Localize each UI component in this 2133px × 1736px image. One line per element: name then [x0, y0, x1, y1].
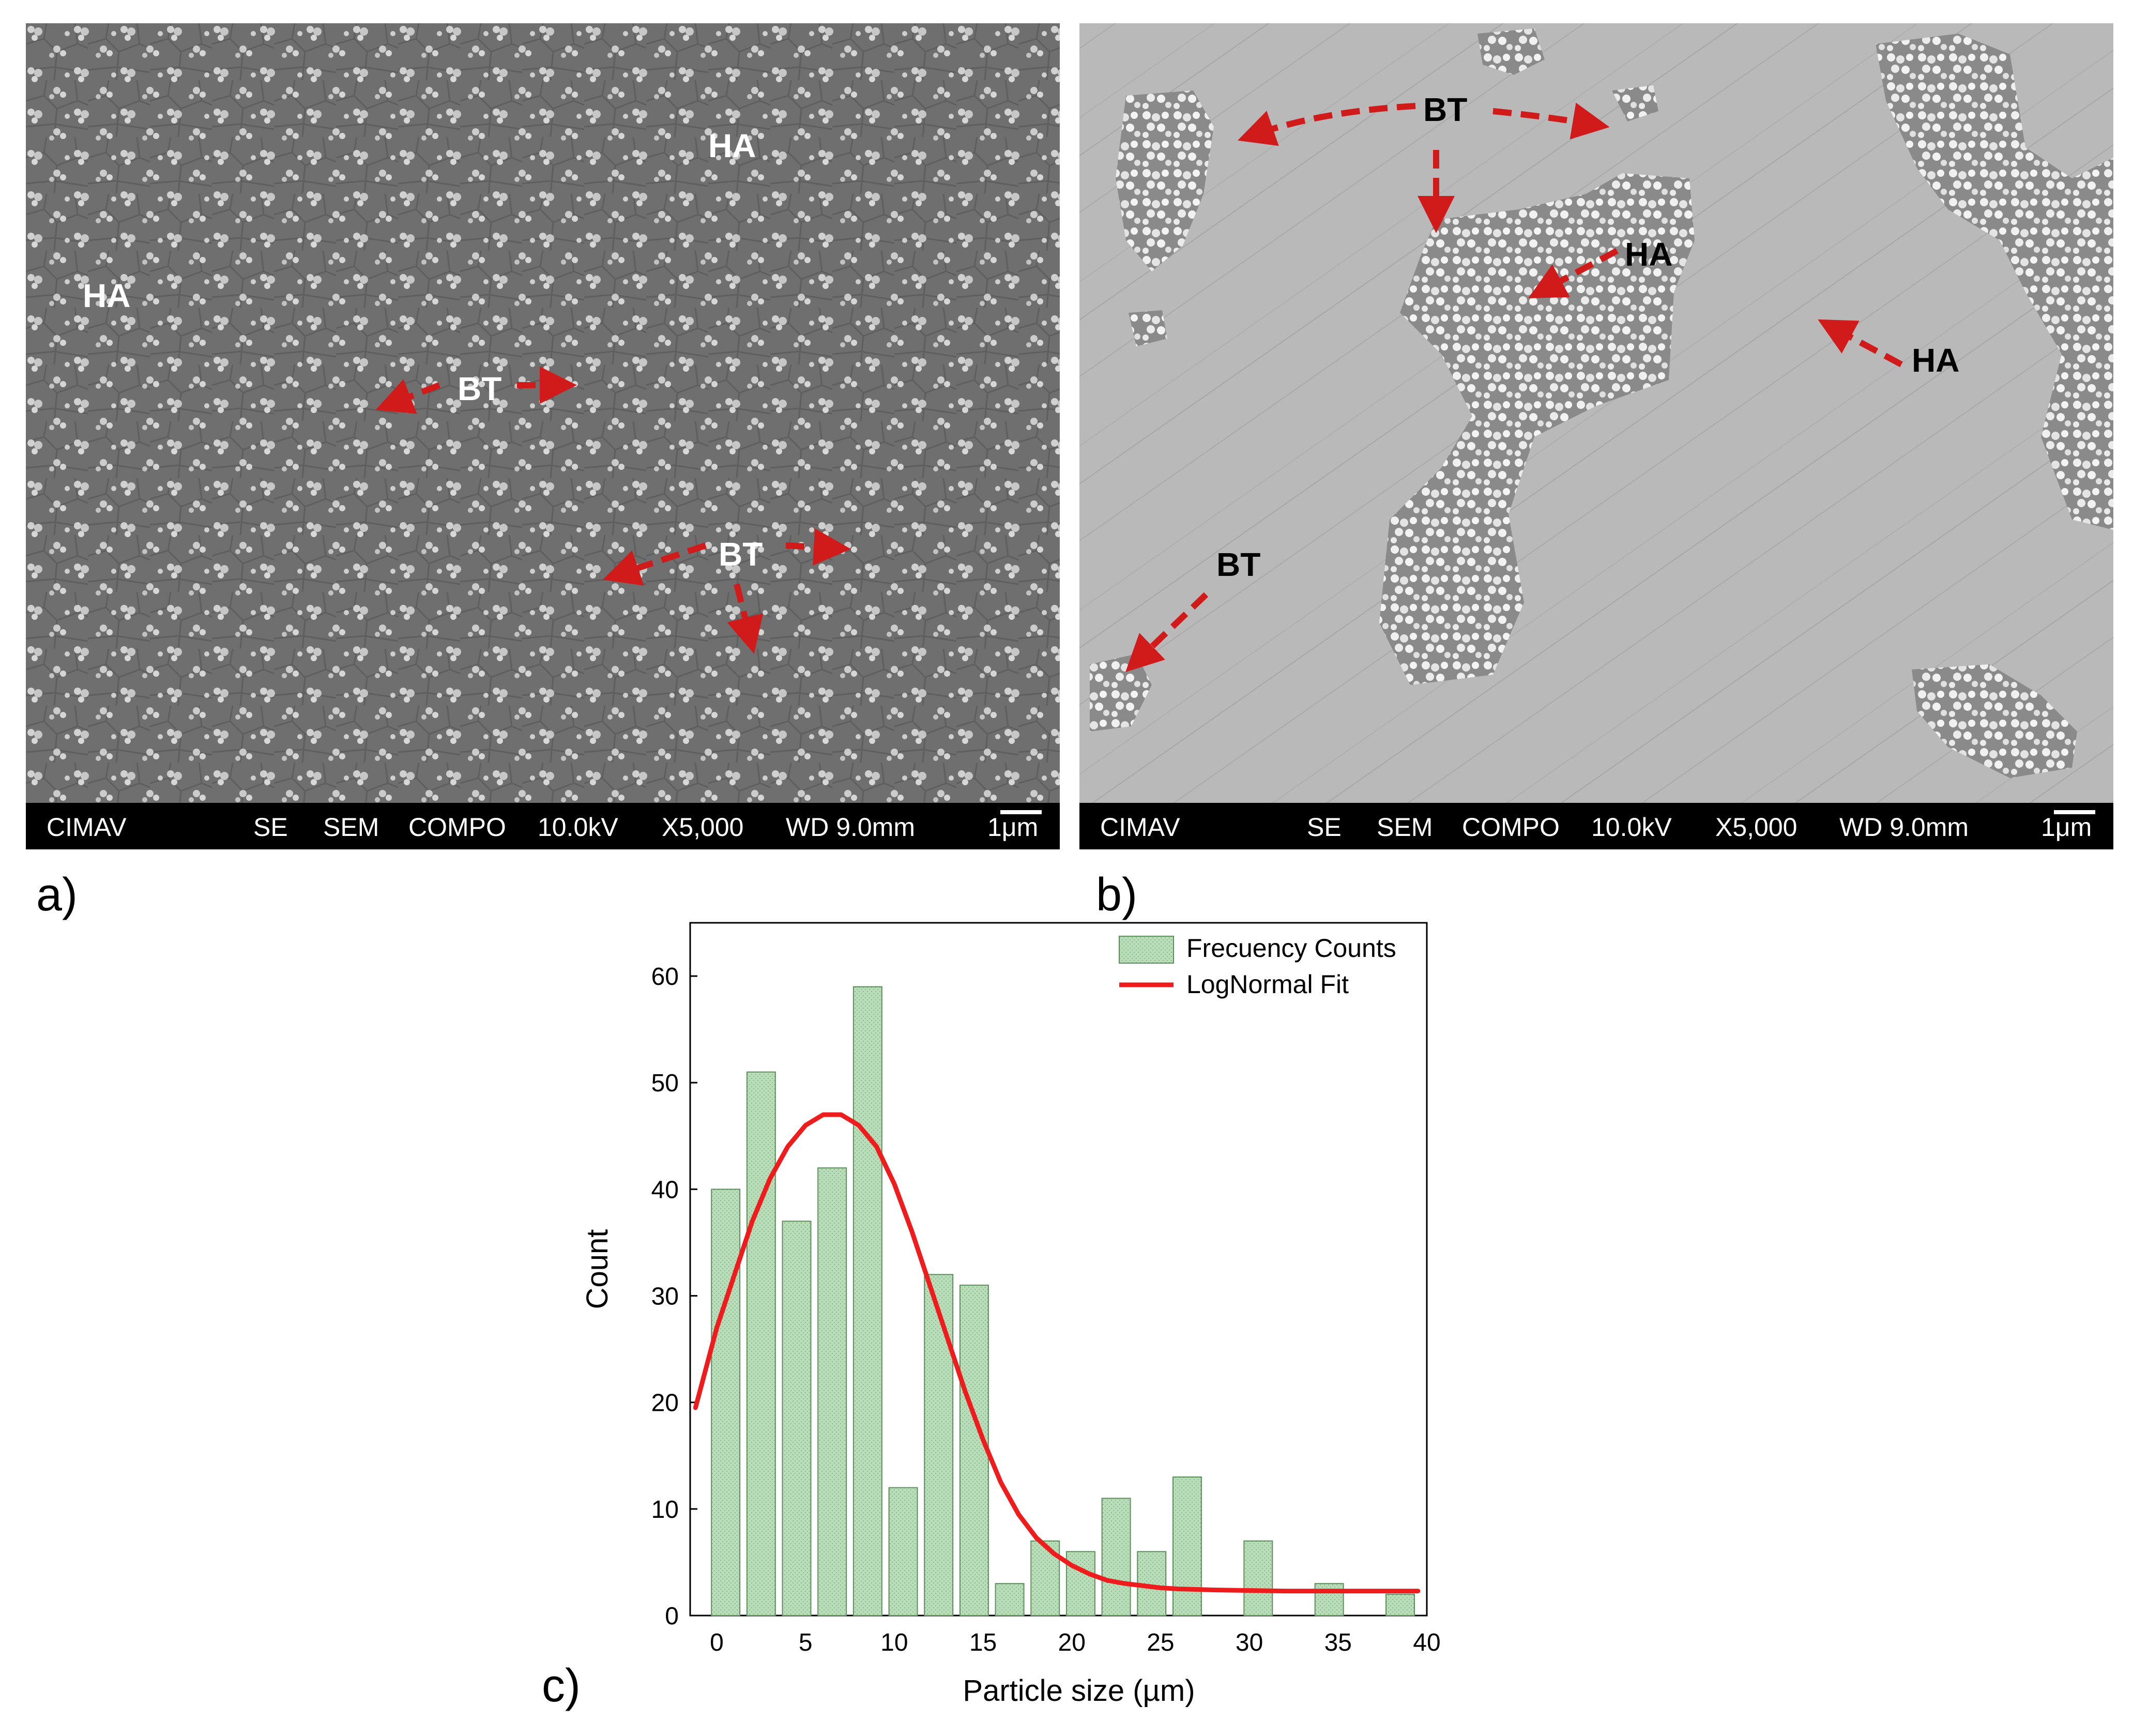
accelerating-voltage: 10.0kV — [538, 813, 618, 842]
y-tick-label: 30 — [651, 1283, 679, 1311]
plot-area: 0 10 20 30 40 50 60 0 5 10 15 20 25 30 35 40 Frecuency C… — [651, 922, 1441, 1656]
working-distance: WD 9.0mm — [786, 813, 915, 842]
y-tick-label: 40 — [651, 1176, 679, 1204]
working-distance: WD 9.0mm — [1839, 813, 1969, 842]
bt-label: BT — [1216, 546, 1261, 583]
legend-label: Frecuency Counts — [1186, 934, 1396, 963]
ha-label: HA — [708, 127, 756, 164]
legend-swatch-bar — [1119, 936, 1174, 964]
y-tick-label: 60 — [651, 963, 679, 991]
x-tick-label: 40 — [1413, 1629, 1440, 1656]
sem-image-a: HA HA BT BT CIMAV SE SEM COMPO 10.0kV X5… — [26, 23, 1060, 849]
bt-label: BT — [719, 536, 763, 573]
y-tick-label: 20 — [651, 1390, 679, 1417]
panel-label-c: c) — [542, 1660, 581, 1712]
detector-mode: SE — [253, 813, 288, 842]
histogram-bar — [1243, 1540, 1273, 1616]
detector-mode: SEM — [1377, 813, 1433, 842]
x-tick-label: 25 — [1147, 1629, 1174, 1656]
x-tick-label: 15 — [969, 1629, 997, 1656]
histogram-bar — [852, 986, 882, 1617]
histogram-bar — [1101, 1498, 1131, 1616]
arrow — [785, 528, 851, 566]
histogram-bar — [995, 1583, 1025, 1616]
sem-micrograph-b — [1079, 23, 2113, 804]
y-axis-label: Count — [581, 1229, 614, 1309]
sem-micrograph-a — [26, 23, 1060, 804]
histogram-bar — [1314, 1583, 1344, 1616]
detector-mode: SE — [1307, 813, 1342, 842]
sem-databar: CIMAV SE SEM COMPO 10.0kV X5,000 WD 9.0m… — [26, 803, 1060, 849]
sem-image-b: BT BT HA HA CIMAV SE SEM COMPO 10.0kV X5… — [1079, 23, 2113, 849]
bt-label: BT — [458, 370, 502, 407]
histogram-bar — [1172, 1476, 1202, 1616]
scale-bar-label: 1μm — [2041, 813, 2092, 842]
panel-label-a: a) — [36, 869, 78, 921]
magnification: X5,000 — [662, 813, 744, 842]
detector-mode: COMPO — [1462, 813, 1560, 842]
x-axis-label: Particle size (µm) — [963, 1674, 1195, 1708]
histogram-bar — [924, 1274, 954, 1616]
detector-mode: COMPO — [408, 813, 506, 842]
scale-bar — [1000, 810, 1042, 814]
x-tick-label: 5 — [799, 1629, 813, 1656]
particle-size-histogram: 0 10 20 30 40 50 60 0 5 10 15 20 25 30 35 40 Frecuency C… — [581, 922, 1441, 1708]
bt-label: BT — [1423, 91, 1468, 128]
detector-mode: SEM — [323, 813, 379, 842]
x-tick-label: 30 — [1236, 1629, 1263, 1656]
histogram-bar — [1065, 1551, 1095, 1617]
lognormal-fit-line — [693, 1112, 1421, 1594]
legend-label: LogNormal Fit — [1186, 970, 1349, 999]
arrow — [1818, 319, 1903, 368]
accelerating-voltage: 10.0kV — [1591, 813, 1672, 842]
arrow — [1528, 248, 1619, 298]
x-tick-label: 0 — [710, 1629, 724, 1656]
ha-label: HA — [1912, 342, 1960, 379]
magnification: X5,000 — [1715, 813, 1797, 842]
histogram-bar — [817, 1167, 847, 1616]
histogram-bar — [959, 1284, 989, 1616]
scale-bar-label: 1μm — [987, 813, 1039, 842]
ha-label: HA — [1625, 236, 1673, 273]
lab-name: CIMAV — [1100, 813, 1180, 842]
lab-name: CIMAV — [47, 813, 127, 842]
ha-label: HA — [83, 277, 131, 314]
x-tick-label: 10 — [880, 1629, 908, 1656]
x-tick-label: 35 — [1324, 1629, 1352, 1656]
x-tick-label: 20 — [1058, 1629, 1086, 1656]
arrow — [375, 379, 441, 414]
y-tick-label: 50 — [651, 1070, 679, 1097]
arrow — [1237, 103, 1416, 146]
histogram-bar — [782, 1221, 812, 1616]
arrow — [1125, 592, 1209, 672]
histogram-bar — [711, 1189, 741, 1616]
y-tick-label: 10 — [651, 1496, 679, 1524]
arrow — [602, 542, 707, 586]
sem-databar: CIMAV SE SEM COMPO 10.0kV X5,000 WD 9.0m… — [1079, 803, 2113, 849]
panel-label-b: b) — [1096, 869, 1138, 921]
arrow — [1492, 102, 1610, 140]
arrow — [727, 583, 764, 654]
histogram-bar — [1385, 1593, 1415, 1617]
histogram-bar — [888, 1487, 918, 1616]
y-tick-label: 0 — [665, 1603, 679, 1630]
annotation-arrows-a — [375, 367, 851, 654]
scale-bar — [2054, 810, 2095, 814]
histogram-bar — [746, 1071, 776, 1617]
annotation-arrows-b — [1125, 102, 1903, 672]
